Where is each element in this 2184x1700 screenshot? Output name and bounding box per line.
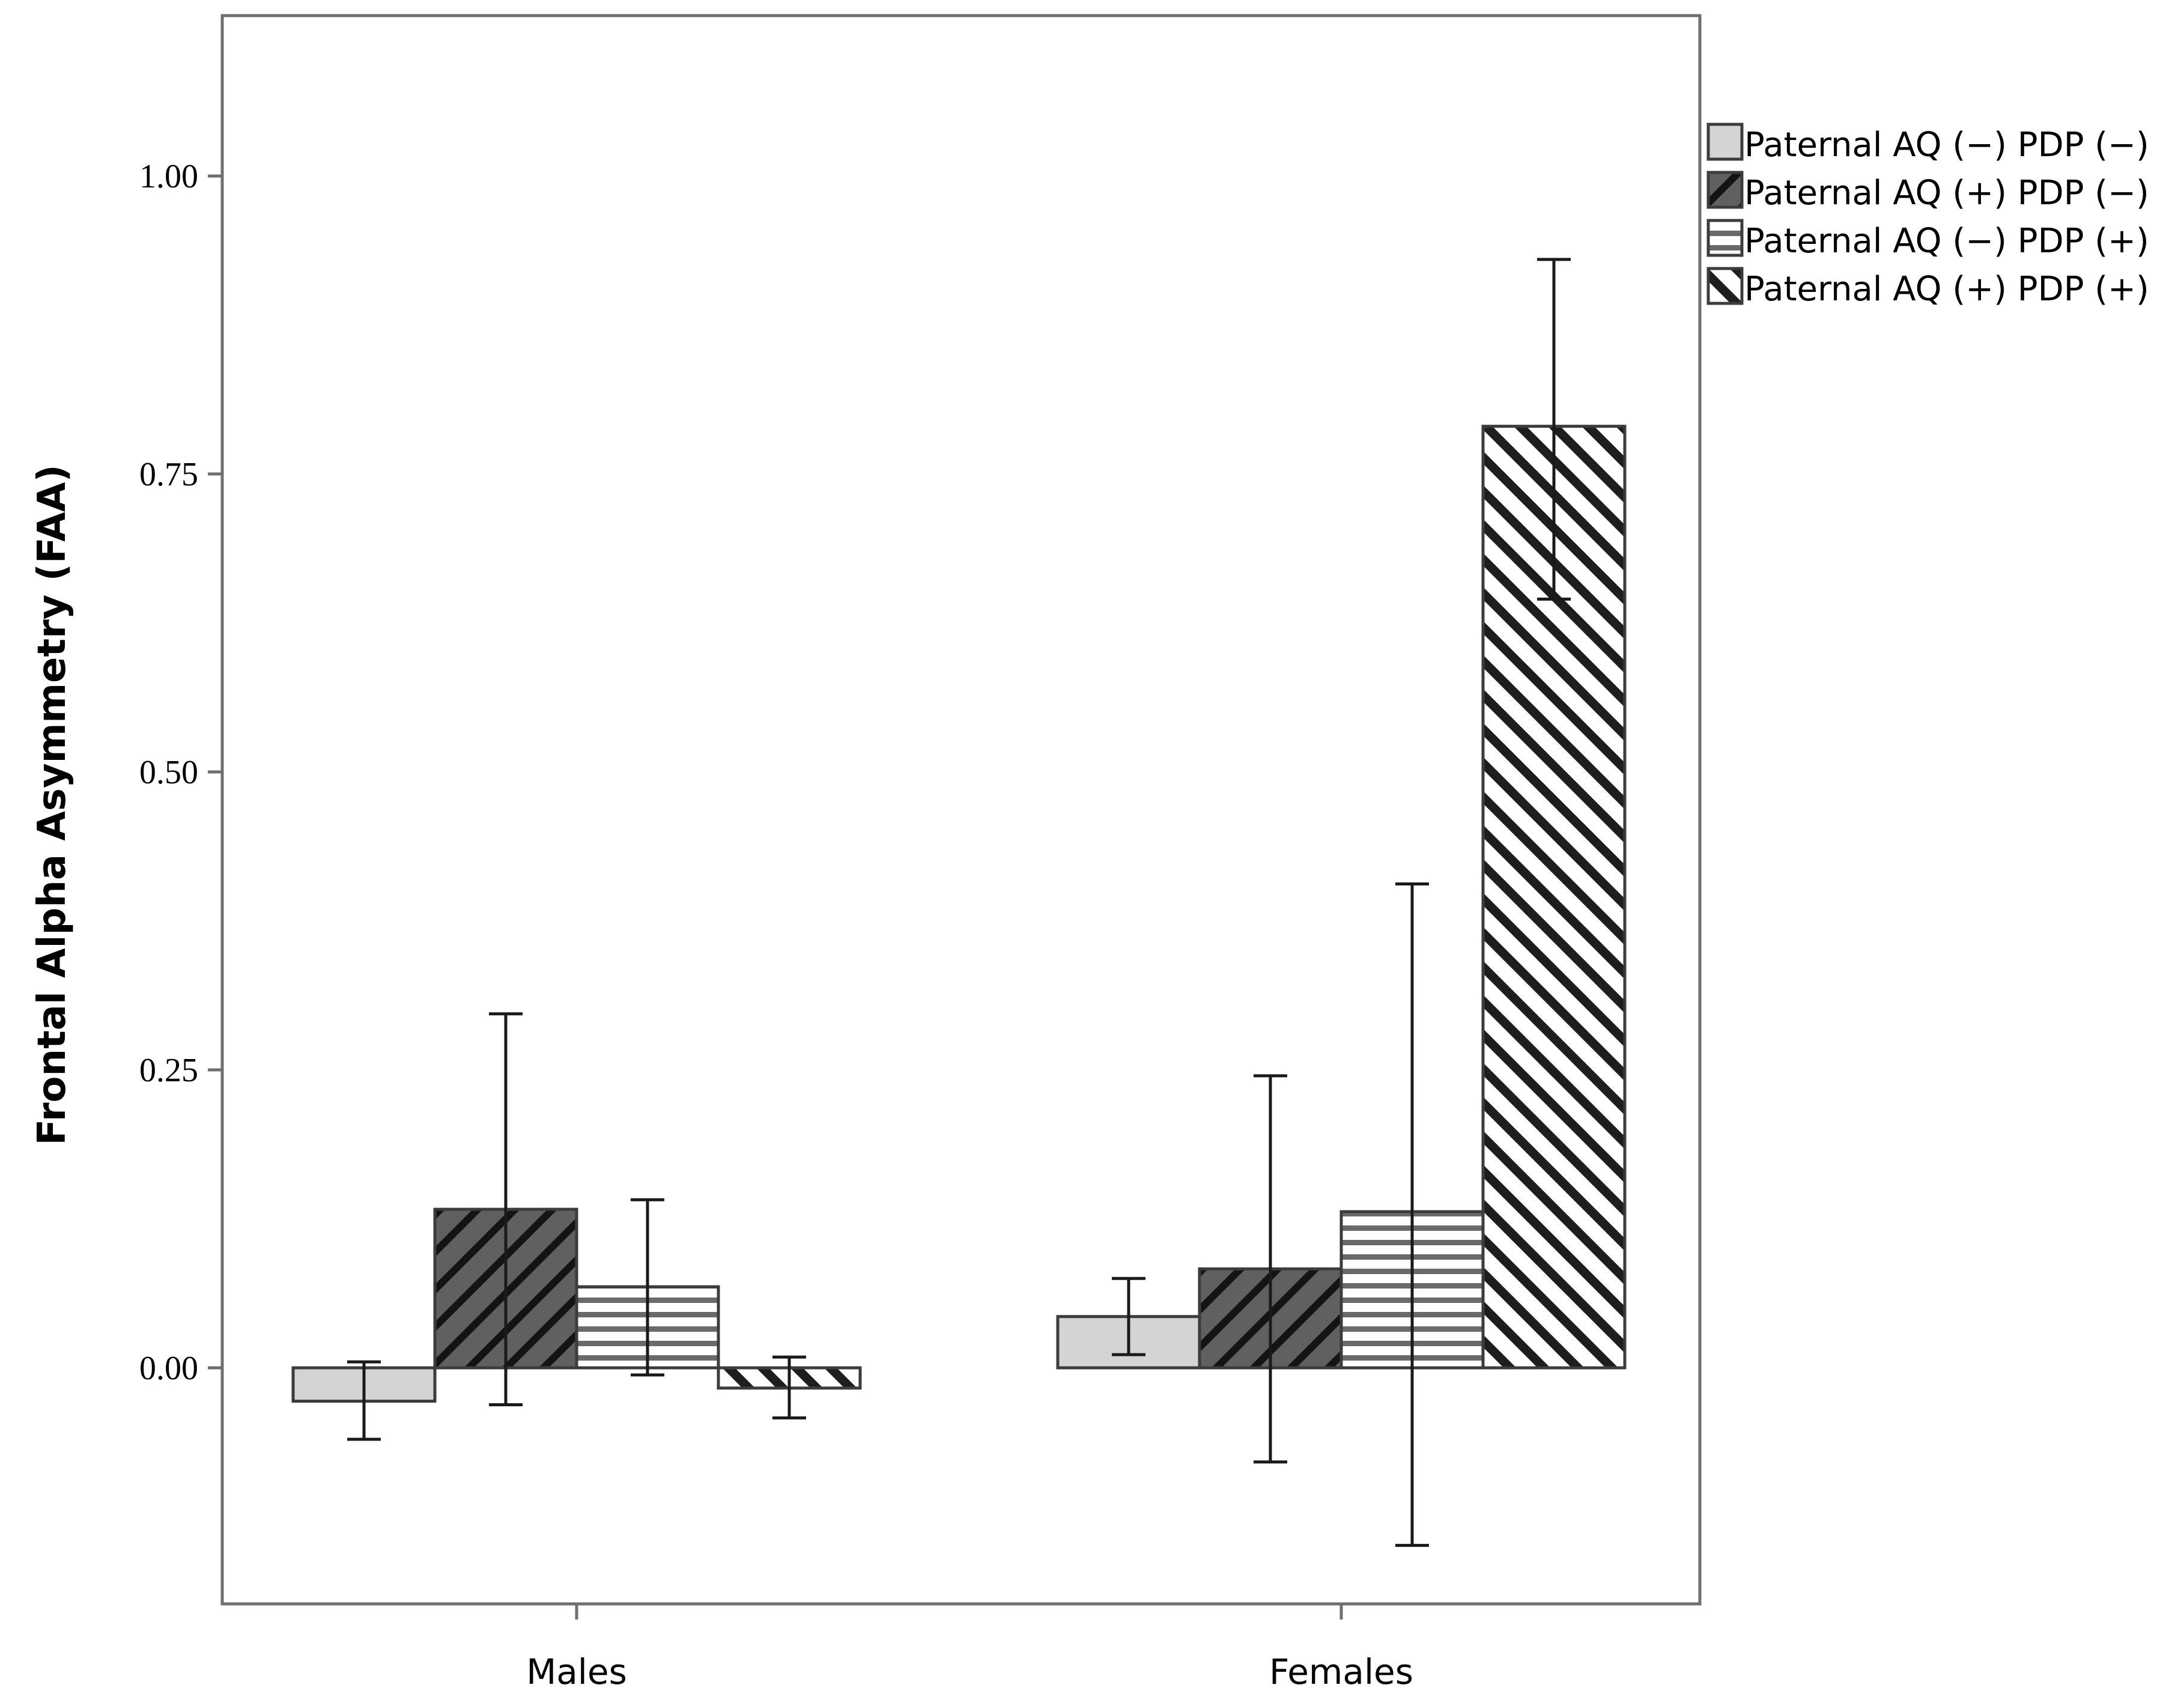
legend-item: Paternal AQ (+) PDP (+)	[1706, 267, 2149, 309]
y-tick-label: 0.75	[139, 456, 198, 493]
legend: Paternal AQ (−) PDP (−) Paternal AQ (+) P…	[1706, 123, 2149, 309]
y-axis: 1.00 0.75 0.50 0.25 0.00	[139, 158, 222, 1387]
error-bar	[1537, 258, 1571, 601]
error-bar	[631, 1198, 664, 1377]
category-label: Males	[526, 1651, 627, 1692]
category-label: Females	[1269, 1651, 1413, 1692]
error-bar	[489, 1012, 523, 1407]
error-bar	[1112, 1277, 1145, 1356]
error-bar	[1395, 882, 1429, 1547]
legend-item: Paternal AQ (−) PDP (+)	[1706, 219, 2149, 261]
error-bar	[347, 1360, 381, 1441]
error-bar	[772, 1355, 806, 1419]
error-bar	[1254, 1074, 1287, 1464]
legend-swatch	[1706, 219, 1744, 257]
x-axis: Males Females	[526, 1604, 1413, 1692]
legend-label: Paternal AQ (−) PDP (−)	[1744, 126, 2149, 165]
y-tick-label: 1.00	[139, 158, 198, 195]
legend-label: Paternal AQ (+) PDP (−)	[1744, 174, 2149, 213]
legend-item: Paternal AQ (−) PDP (−)	[1706, 123, 2149, 165]
y-tick-label: 0.25	[139, 1052, 198, 1089]
legend-item: Paternal AQ (+) PDP (−)	[1706, 171, 2149, 213]
y-tick-label: 0.50	[139, 754, 198, 791]
y-tick-label: 0.00	[139, 1350, 198, 1387]
legend-label: Paternal AQ (+) PDP (+)	[1744, 270, 2149, 309]
legend-swatch	[1706, 171, 1744, 209]
legend-label: Paternal AQ (−) PDP (+)	[1744, 222, 2149, 261]
legend-swatch	[1706, 123, 1744, 161]
y-axis-title: Frontal Alpha Asymmetry (FAA)	[30, 464, 74, 1145]
error-bars	[347, 258, 1571, 1547]
legend-swatch	[1706, 267, 1744, 305]
